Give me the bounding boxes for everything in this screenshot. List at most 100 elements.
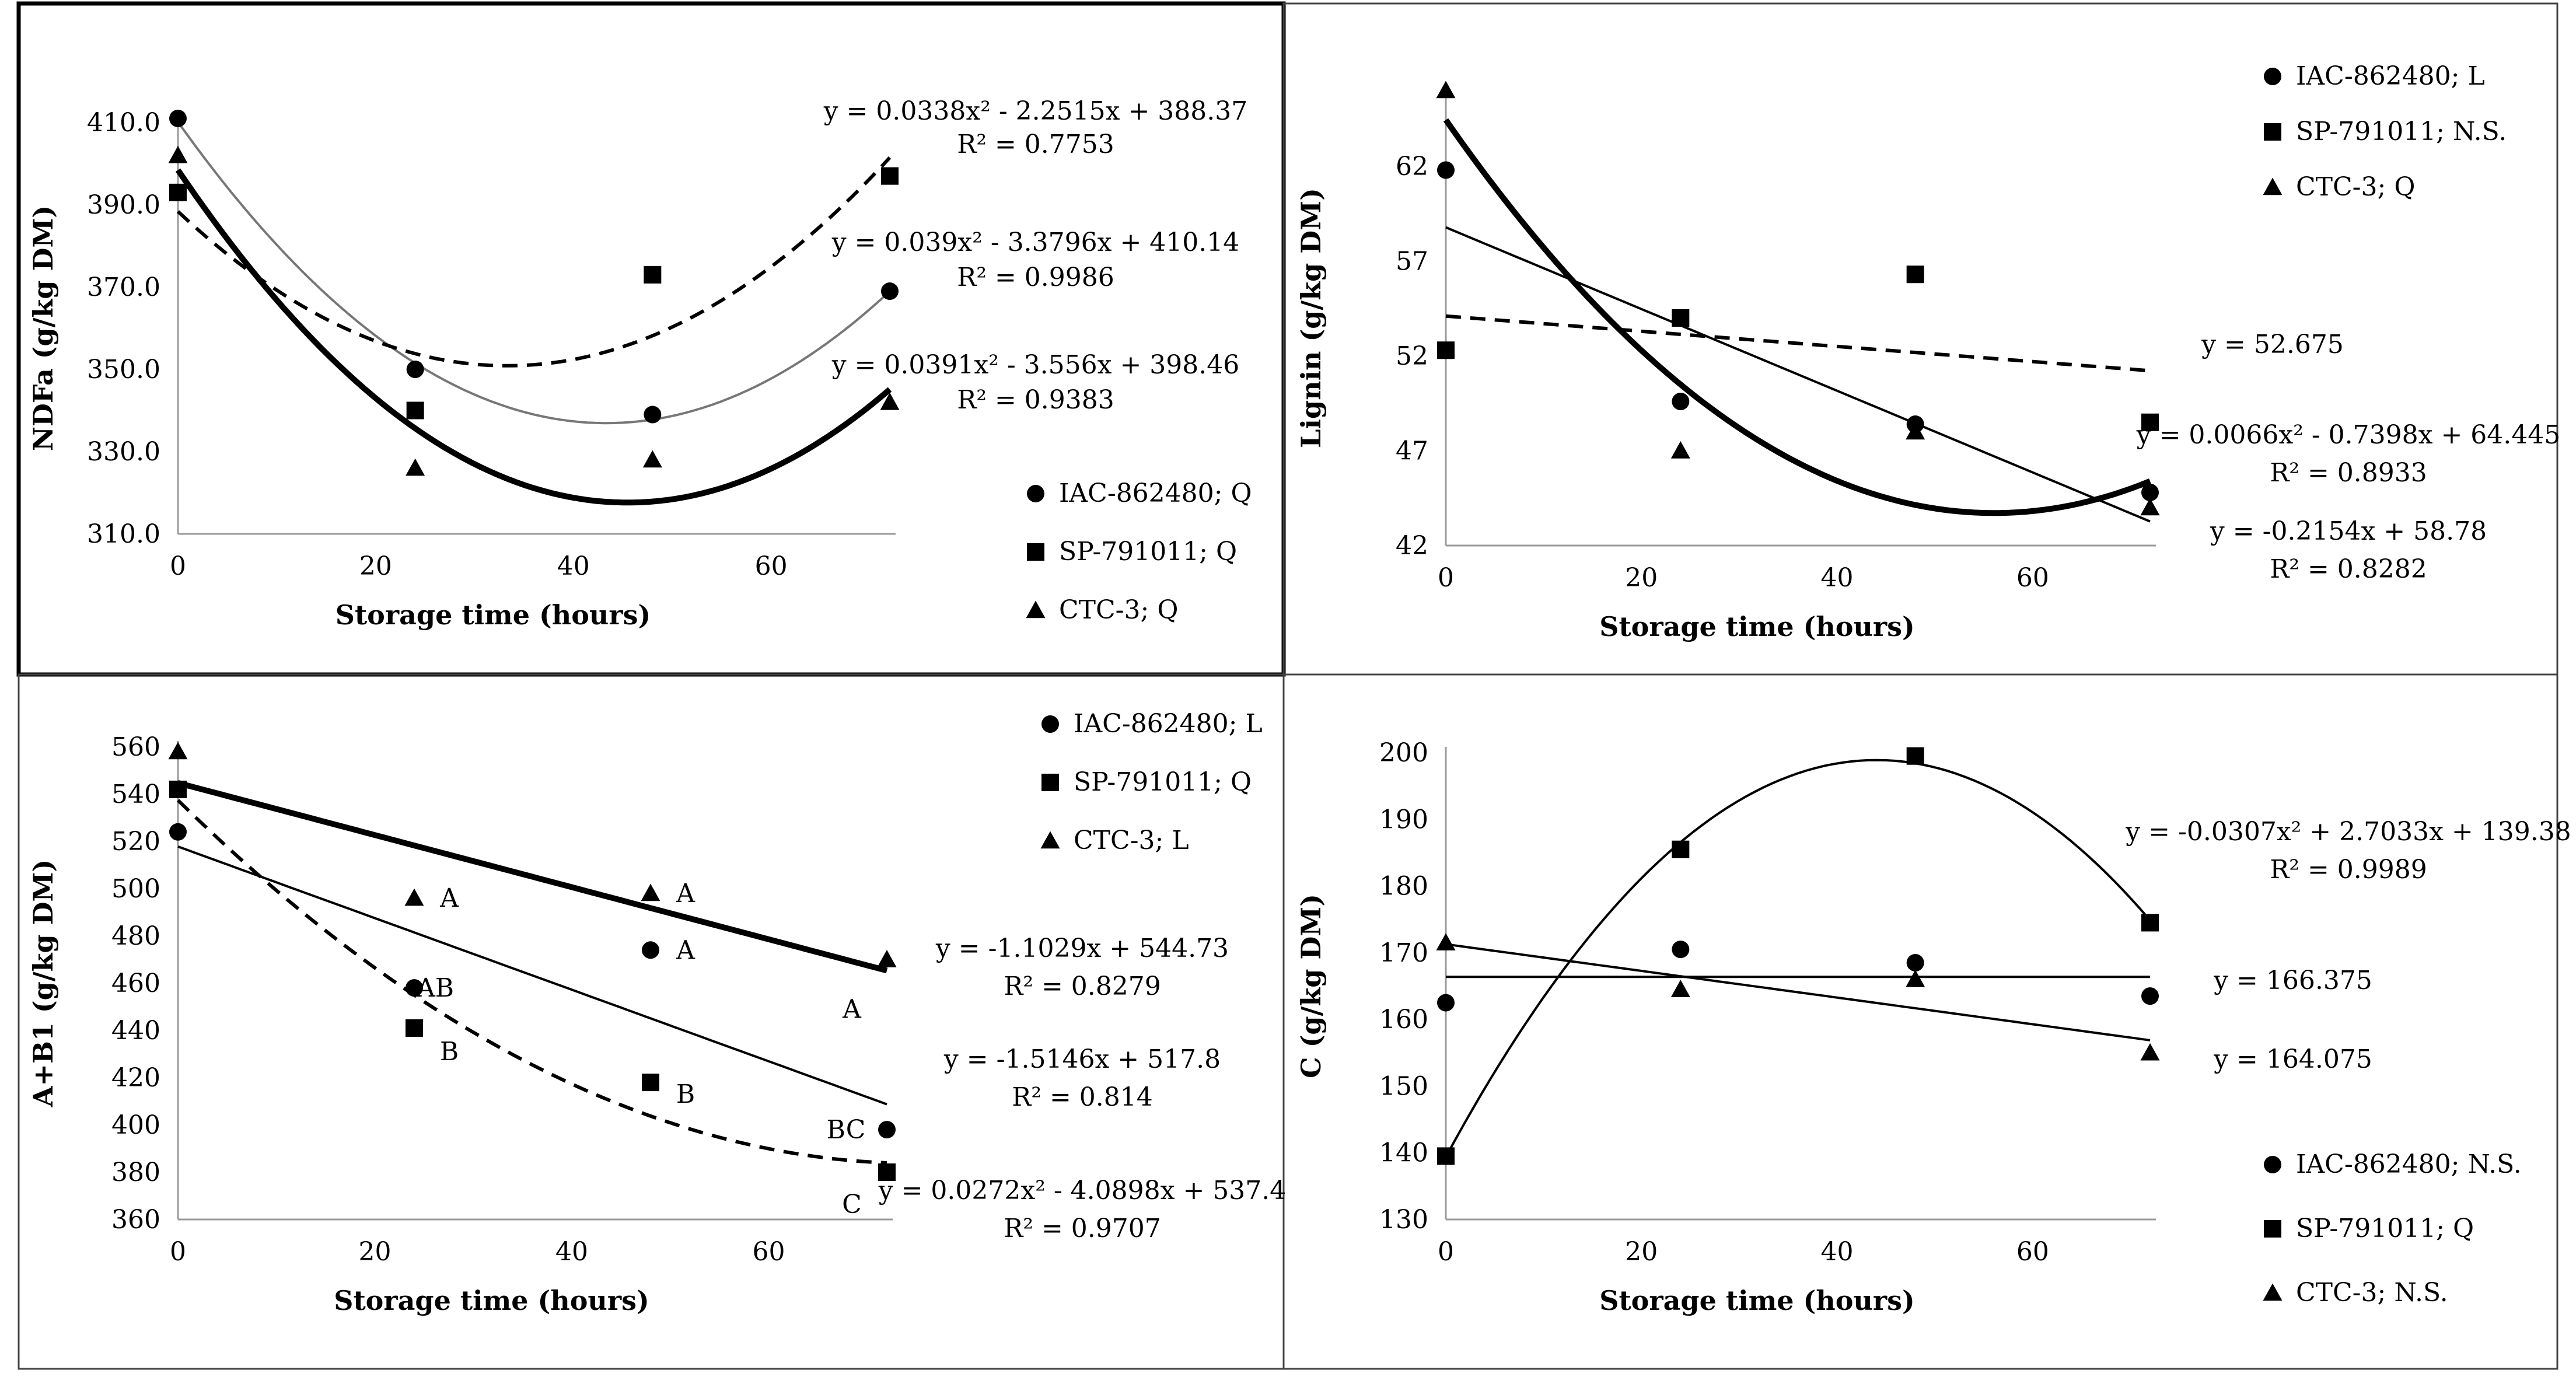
x-axis-title: Storage time (hours) — [1599, 1285, 1915, 1316]
y-tick-label: 410.0 — [87, 108, 160, 138]
legend-label: CTC-3; N.S. — [2296, 1278, 2448, 1308]
chart-ndfa: 310.0 330.0 350.0 370.0 390.0 410.0 0 20 40 60 Sto… — [27, 96, 1252, 631]
data-point-triangle — [1670, 980, 1690, 997]
significance-letter: C — [842, 1190, 862, 1219]
x-tick-label: 40 — [555, 1237, 588, 1267]
legend-marker-square — [1041, 774, 1059, 791]
trendline-triangle — [177, 780, 888, 974]
significance-letter: A — [676, 935, 695, 965]
significance-letter: A — [842, 995, 862, 1025]
data-point-triangle — [404, 888, 424, 906]
legend-marker-square — [2264, 1220, 2281, 1238]
data-point-circle — [2141, 987, 2159, 1005]
data-point-circle — [2141, 484, 2159, 501]
legend-label: SP-791011; Q — [1074, 767, 1252, 797]
legend-marker-triangle — [2263, 177, 2283, 195]
y-tick-label: 140 — [1379, 1138, 1428, 1168]
data-point-triangle — [2140, 1043, 2160, 1061]
chart-ab1: 360 380 400 420 440 460 480 500 520 540 560 0 20 40 60… — [27, 709, 1286, 1316]
x-tick-label: 40 — [1821, 1237, 1854, 1267]
data-point-square — [1672, 840, 1690, 858]
y-tick-label: 460 — [111, 969, 160, 998]
regression-equation: y = 0.0391x² - 3.556x + 398.46 — [831, 350, 1240, 380]
data-point-square — [1672, 309, 1690, 327]
x-axis-title: Storage time (hours) — [334, 1285, 649, 1316]
chart-c: 130 140 150 160 170 180 190 200 0 20 40 60 Storage t… — [1295, 738, 2571, 1316]
data-point-square — [2141, 914, 2159, 932]
x-tick-label: 0 — [1438, 563, 1454, 593]
panel-frame-c — [1282, 673, 2558, 1370]
legend-label: SP-791011; Q — [2296, 1214, 2474, 1243]
data-point-circle — [881, 282, 899, 300]
data-point-circle — [406, 361, 424, 378]
data-point-triangle — [877, 950, 897, 967]
legend-marker-triangle — [1026, 600, 1046, 618]
data-point-triangle — [642, 450, 662, 468]
data-point-square — [2141, 413, 2159, 431]
y-tick-label: 350.0 — [87, 355, 160, 385]
data-point-circle — [1672, 941, 1690, 959]
x-tick-label: 0 — [170, 551, 186, 581]
data-point-circle — [1906, 954, 1924, 971]
significance-letter: A — [439, 883, 459, 913]
y-tick-label: 360 — [111, 1205, 160, 1235]
legend-label: IAC-862480; Q — [1059, 478, 1252, 508]
legend-marker-circle — [1027, 485, 1044, 502]
x-tick-label: 20 — [359, 1237, 392, 1267]
legend-label: IAC-862480; N.S. — [2296, 1149, 2522, 1179]
legend-marker-circle — [2264, 1156, 2281, 1173]
trendline-square — [1445, 759, 2151, 1158]
data-point-circle — [169, 109, 187, 127]
x-tick-label: 20 — [1625, 563, 1658, 593]
y-tick-label: 560 — [111, 732, 160, 762]
x-tick-label: 20 — [1625, 1237, 1658, 1267]
r-squared-label: R² = 0.9383 — [957, 385, 1114, 415]
legend-label: CTC-3; Q — [2296, 172, 2415, 202]
trendline-square — [1445, 314, 2151, 373]
y-tick-label: 130 — [1379, 1205, 1428, 1235]
data-point-triangle — [168, 742, 188, 760]
significance-letter: AB — [416, 973, 454, 1003]
legend-label: SP-791011; N.S. — [2296, 117, 2507, 146]
trendline-square — [176, 799, 887, 1165]
r-squared-label: R² = 0.9986 — [957, 263, 1114, 292]
significance-letter: A — [676, 879, 695, 908]
trendline-circle — [1445, 226, 2151, 523]
x-tick-label: 40 — [557, 551, 590, 581]
legend-label: IAC-862480; L — [1074, 709, 1263, 739]
data-point-triangle — [1906, 970, 1925, 987]
legend-marker-circle — [2264, 68, 2281, 85]
x-axis-title: Storage time (hours) — [1599, 611, 1915, 642]
y-tick-label: 420 — [111, 1063, 160, 1093]
trendline-circle — [177, 845, 887, 1106]
data-point-triangle — [1436, 81, 1456, 99]
y-axis-title: Lignin (g/kg DM) — [1295, 188, 1327, 448]
data-point-triangle — [2140, 498, 2160, 516]
data-point-triangle — [168, 145, 188, 163]
data-point-triangle — [880, 392, 900, 410]
data-point-square — [878, 1163, 896, 1181]
regression-equation: y = 52.675 — [2201, 330, 2344, 359]
y-tick-label: 370.0 — [87, 272, 160, 302]
significance-letter: BC — [827, 1115, 866, 1145]
x-tick-label: 0 — [170, 1237, 186, 1267]
y-tick-label: 62 — [1396, 152, 1428, 181]
y-tick-label: 42 — [1396, 531, 1428, 561]
r-squared-label: R² = 0.8282 — [2270, 554, 2427, 584]
x-axis-title: Storage time (hours) — [335, 599, 651, 631]
data-point-square — [406, 1019, 423, 1037]
regression-equation: y = 0.039x² - 3.3796x + 410.14 — [831, 228, 1240, 257]
regression-equation: y = 164.075 — [2213, 1044, 2372, 1074]
y-tick-label: 390.0 — [87, 190, 160, 220]
data-point-square — [169, 183, 187, 201]
data-point-triangle — [406, 458, 425, 476]
y-tick-label: 160 — [1379, 1005, 1428, 1034]
chart-lignin: 42 47 52 57 62 0 20 40 60 Storage time (hours) Lig… — [1295, 61, 2560, 642]
data-point-triangle — [1436, 933, 1456, 950]
y-tick-label: 190 — [1379, 805, 1428, 834]
data-point-circle — [1437, 994, 1455, 1012]
trendline-square — [176, 156, 892, 368]
y-tick-label: 400 — [111, 1110, 160, 1140]
data-point-circle — [644, 406, 662, 424]
regression-equation: y = -1.5146x + 517.8 — [943, 1044, 1221, 1074]
